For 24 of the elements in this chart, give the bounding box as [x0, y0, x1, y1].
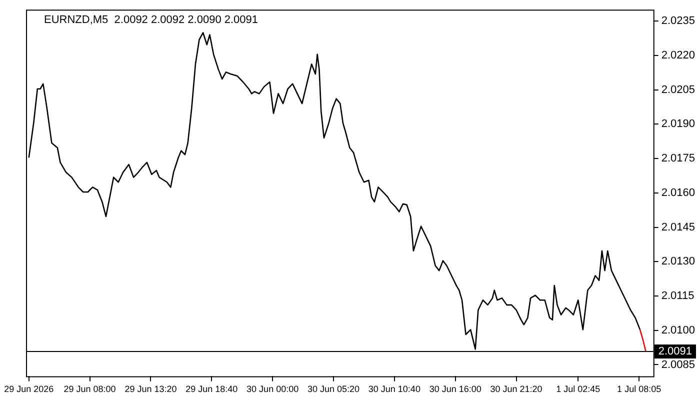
x-tick-label: 30 Jun 16:00 [429, 384, 482, 394]
x-tick-label: 29 Jun 18:40 [186, 384, 238, 394]
x-tick-label: 30 Jun 05:20 [307, 384, 360, 394]
y-tick-label: 2.0220 [661, 49, 696, 62]
chart-title: EURNZD,M5 2.0092 2.0092 2.0090 2.0091 [44, 14, 258, 26]
x-tick-label: 29 Jun 13:20 [124, 384, 177, 394]
y-tick-label: 2.0100 [661, 324, 696, 336]
x-tick-label: 1 Jul 08:05 [617, 384, 662, 394]
x-tick-label: 30 Jun 00:00 [246, 384, 299, 394]
y-tick-label: 2.0130 [661, 256, 696, 268]
x-tick-label: 29 Jun 08:00 [64, 384, 116, 394]
x-tick-label: 30 Jun 10:40 [368, 384, 420, 394]
y-tick-label: 2.0190 [661, 118, 696, 130]
y-tick-label: 2.0160 [661, 186, 696, 199]
y-tick-label: 2.0175 [661, 152, 696, 165]
ref-line-label: 2.0091 [658, 346, 692, 358]
x-tick-label: 30 Jun 21:20 [490, 384, 542, 394]
y-tick-label: 2.0145 [661, 221, 696, 234]
x-tick-label: 29 Jun 2026 [4, 384, 54, 394]
x-tick-label: 1 Jul 02:45 [556, 384, 600, 394]
y-tick-label: 2.0235 [661, 15, 696, 28]
y-tick-label: 2.0085 [661, 358, 696, 371]
y-tick-label: 2.0205 [661, 84, 696, 96]
y-tick-label: 2.0115 [661, 290, 694, 302]
